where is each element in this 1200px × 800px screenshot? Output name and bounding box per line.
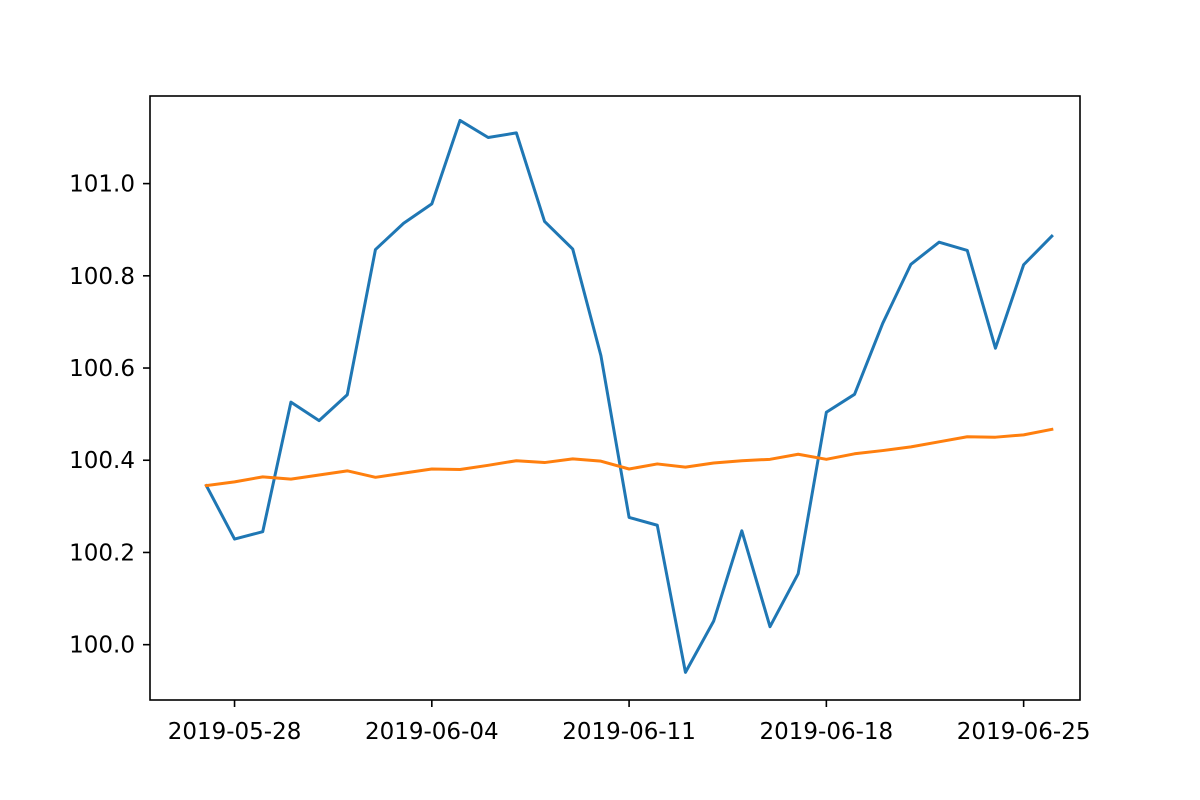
y-tick-label: 100.6 bbox=[69, 356, 135, 382]
y-tick-label: 100.8 bbox=[69, 264, 135, 290]
y-tick-label: 100.4 bbox=[69, 448, 135, 474]
series-layer bbox=[204, 118, 1054, 674]
x-tick-label: 2019-05-28 bbox=[168, 719, 302, 745]
y-tick-label: 101.0 bbox=[69, 172, 135, 198]
plot-frame bbox=[149, 95, 1081, 701]
x-axis: 2019-05-28 2019-06-04 2019-06-11 2019-06-18… bbox=[168, 700, 1091, 745]
series-line-1 bbox=[204, 118, 1054, 674]
series-line-2 bbox=[204, 427, 1054, 488]
x-tick-label: 2019-06-04 bbox=[365, 719, 499, 745]
y-axis: 100.0 100.2 100.4 100.6 100.8 101.0 bbox=[69, 172, 150, 659]
x-tick-label: 2019-06-18 bbox=[760, 719, 894, 745]
y-tick-label: 100.2 bbox=[69, 540, 135, 566]
x-tick-label: 2019-06-25 bbox=[957, 719, 1091, 745]
x-tick-label: 2019-06-11 bbox=[562, 719, 696, 745]
y-tick-label: 100.0 bbox=[69, 633, 135, 659]
